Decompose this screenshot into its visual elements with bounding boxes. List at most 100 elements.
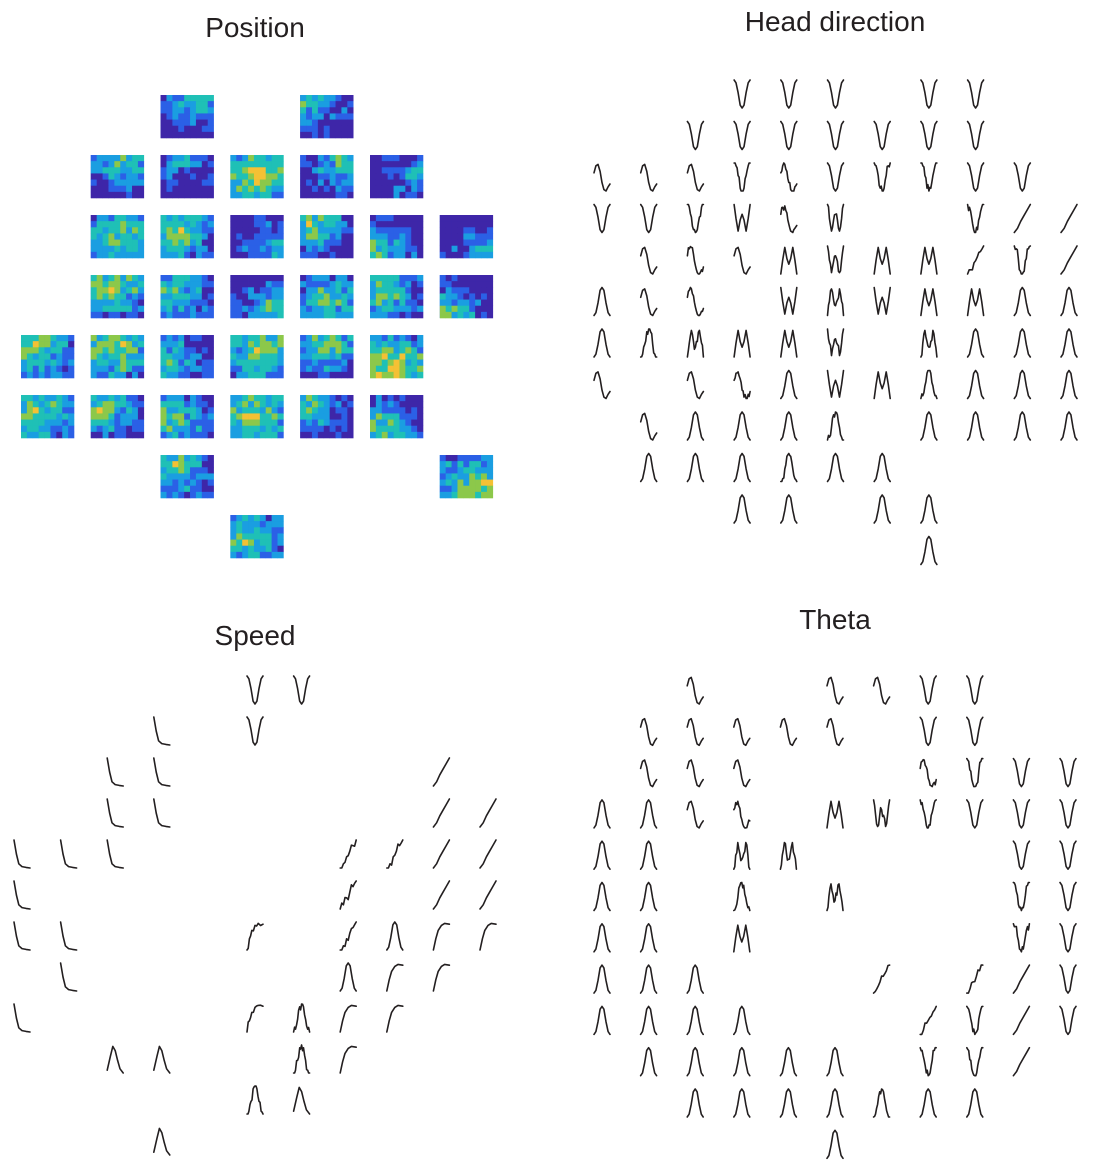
- tuning-curve: [292, 675, 311, 705]
- tuning-curve: [779, 1088, 798, 1118]
- tuning-curve: [292, 1044, 311, 1074]
- tuning-curve: [966, 964, 984, 994]
- tuning-curve: [733, 841, 751, 870]
- tuning-curve: [733, 203, 751, 232]
- tuning-curve: [1012, 1046, 1031, 1077]
- tuning-curve: [386, 1004, 404, 1033]
- tuning-curve: [246, 1085, 264, 1115]
- tuning-curve: [639, 799, 658, 829]
- tuning-curve: [873, 371, 891, 400]
- tuning-curve: [826, 883, 844, 912]
- speed-grid: [13, 675, 497, 1156]
- tuning-curve: [1013, 328, 1032, 358]
- position-heatmap-grid: [21, 95, 494, 559]
- tuning-curve: [873, 120, 891, 151]
- tuning-curve: [920, 120, 938, 151]
- tuning-curve: [1060, 369, 1078, 400]
- tuning-curve: [386, 921, 404, 951]
- tuning-curve: [686, 717, 704, 747]
- tuning-curve: [593, 328, 611, 358]
- tuning-curve: [733, 1088, 751, 1118]
- position-rate-map: [160, 395, 214, 439]
- tuning-curve: [106, 757, 124, 787]
- tuning-curve: [1012, 757, 1031, 788]
- tuning-curve: [59, 839, 78, 869]
- tuning-curve: [966, 245, 985, 275]
- tuning-curve: [733, 246, 751, 275]
- position-rate-map: [90, 275, 145, 319]
- tuning-curve: [919, 758, 937, 788]
- tuning-curve: [966, 1046, 984, 1077]
- tuning-curve: [1059, 881, 1077, 912]
- tuning-curve: [639, 452, 658, 483]
- tuning-curve: [639, 246, 658, 275]
- tuning-curve: [919, 799, 937, 829]
- tuning-curve: [920, 494, 938, 524]
- tuning-curve: [826, 1088, 844, 1118]
- tuning-curve: [686, 411, 705, 441]
- tuning-curve: [153, 798, 171, 828]
- tuning-curve: [686, 203, 705, 234]
- tuning-curve: [686, 800, 704, 829]
- tuning-curve: [826, 676, 844, 705]
- tuning-curve: [153, 1045, 171, 1074]
- position-rate-map: [90, 215, 145, 259]
- position-rate-map: [300, 215, 354, 259]
- position-rate-map: [230, 275, 284, 319]
- tuning-curve: [59, 921, 78, 951]
- tuning-curve: [686, 676, 704, 705]
- speed-title: Speed: [214, 620, 296, 651]
- tuning-curve: [779, 841, 798, 870]
- tuning-curve: [780, 246, 798, 275]
- tuning-curve: [919, 1005, 937, 1036]
- tuning-curve: [686, 759, 704, 788]
- tuning-curve: [479, 798, 497, 828]
- position-rate-map: [90, 335, 145, 379]
- tuning-curve: [686, 163, 705, 192]
- tuning-curve: [779, 717, 798, 747]
- tuning-curve: [826, 120, 845, 151]
- tuning-curve: [686, 371, 705, 400]
- tuning-curve: [292, 1086, 311, 1115]
- tuning-curve: [733, 120, 751, 151]
- tuning-curve: [1013, 286, 1032, 317]
- tuning-curve: [432, 798, 451, 828]
- tuning-curve: [686, 329, 705, 358]
- tuning-curve: [966, 799, 984, 829]
- tuning-curve: [872, 964, 891, 994]
- tuning-curve: [593, 1005, 611, 1036]
- tuning-curve: [639, 881, 658, 912]
- tuning-curve: [106, 798, 124, 828]
- tuning-curve: [779, 1046, 798, 1077]
- tuning-curve: [1060, 328, 1078, 358]
- tuning-curve: [920, 535, 938, 566]
- tuning-curve: [593, 799, 611, 829]
- tuning-curve: [246, 922, 264, 951]
- tuning-curve: [733, 759, 751, 788]
- position-rate-map: [160, 155, 214, 199]
- tuning-curve: [1013, 411, 1032, 441]
- position-rate-map: [160, 455, 214, 499]
- tuning-curve: [106, 1045, 124, 1074]
- tuning-curve: [919, 675, 937, 705]
- position-rate-map: [300, 95, 354, 139]
- tuning-curve: [686, 1005, 704, 1036]
- tuning-curve: [780, 452, 798, 483]
- tuning-curve: [872, 676, 891, 705]
- tuning-curve: [966, 120, 985, 151]
- position-rate-map: [160, 275, 214, 319]
- tuning-curve: [639, 163, 658, 192]
- tuning-curve: [826, 452, 845, 483]
- tuning-curve: [1012, 1005, 1031, 1036]
- tuning-curve: [1060, 286, 1078, 317]
- tuning-curve: [479, 839, 497, 869]
- tuning-curve: [1013, 162, 1032, 192]
- tuning-curve: [593, 964, 611, 994]
- tuning-curve: [966, 757, 984, 788]
- tuning-curve: [966, 203, 985, 234]
- tuning-curve: [733, 1046, 751, 1077]
- position-title: Position: [205, 12, 305, 43]
- tuning-curve: [826, 800, 844, 829]
- tuning-curve: [639, 412, 658, 441]
- tuning-curve: [826, 717, 844, 747]
